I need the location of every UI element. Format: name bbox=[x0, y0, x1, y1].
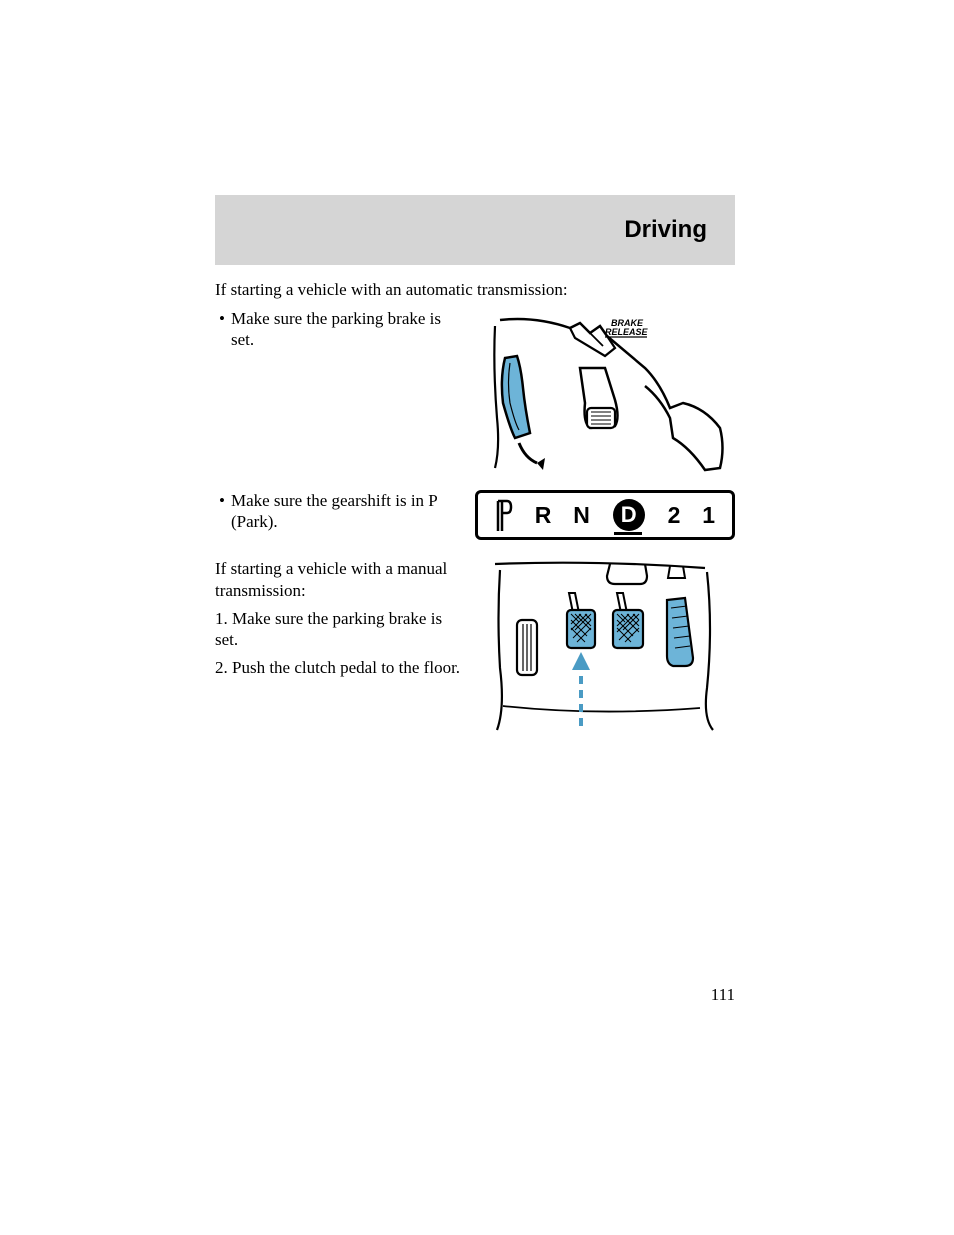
bullet-parking-brake: • Make sure the parking brake is set. bbox=[215, 308, 465, 351]
gear-d: D bbox=[613, 499, 645, 531]
figcol-2: R N D 2 1 bbox=[475, 490, 735, 540]
figcol-1: BRAKE RELEASE bbox=[475, 308, 735, 478]
figcol-3 bbox=[475, 558, 735, 738]
manual-step-2: 2. Push the clutch pedal to the floor. bbox=[215, 657, 465, 679]
row-gearshift: • Make sure the gearshift is in P (Park)… bbox=[215, 490, 735, 540]
gear-1: 1 bbox=[702, 502, 715, 529]
bullet-gearshift: • Make sure the gearshift is in P (Park)… bbox=[215, 490, 465, 533]
gear-r: R bbox=[535, 502, 552, 529]
page-number: 111 bbox=[711, 985, 735, 1005]
gear-d-underline-icon bbox=[614, 532, 642, 535]
gear-n: N bbox=[573, 502, 590, 529]
textcol-1: • Make sure the parking brake is set. bbox=[215, 308, 475, 351]
brake-release-figure: BRAKE RELEASE bbox=[475, 308, 725, 473]
bullet-dot-icon: • bbox=[219, 308, 225, 351]
row-parking-brake: • Make sure the parking brake is set. BR… bbox=[215, 308, 735, 478]
page-title: Driving bbox=[624, 216, 707, 244]
manual-step-1: 1. Make sure the parking brake is set. bbox=[215, 608, 465, 652]
brake-label-2: RELEASE bbox=[605, 327, 649, 337]
bullet-dot-icon: • bbox=[219, 490, 225, 533]
textcol-3: If starting a vehicle with a manual tran… bbox=[215, 558, 475, 685]
gear-d-wrap: D bbox=[612, 495, 646, 535]
textcol-2: • Make sure the gearshift is in P (Park)… bbox=[215, 490, 475, 533]
intro-text: If starting a vehicle with an automatic … bbox=[215, 280, 735, 300]
clutch-pedal-figure bbox=[475, 558, 725, 733]
bullet-text: Make sure the gearshift is in P (Park). bbox=[231, 490, 465, 533]
header-band: Driving bbox=[215, 195, 735, 265]
manual-intro: If starting a vehicle with a manual tran… bbox=[215, 558, 465, 602]
gear-p-icon bbox=[495, 499, 513, 531]
row-manual: If starting a vehicle with a manual tran… bbox=[215, 558, 735, 738]
gearshift-figure: R N D 2 1 bbox=[475, 490, 735, 540]
gear-2: 2 bbox=[668, 502, 681, 529]
page-content: If starting a vehicle with an automatic … bbox=[215, 280, 735, 742]
bullet-text: Make sure the parking brake is set. bbox=[231, 308, 465, 351]
